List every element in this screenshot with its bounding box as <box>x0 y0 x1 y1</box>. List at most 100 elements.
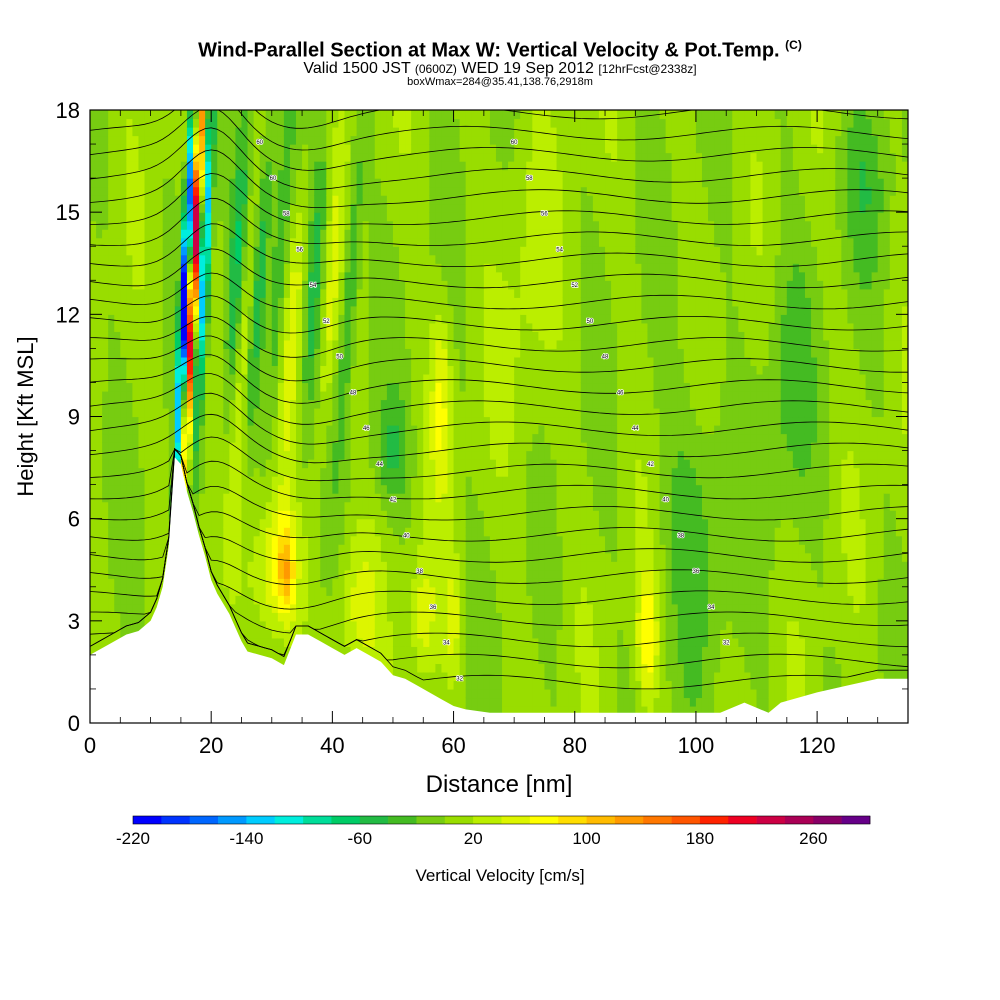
velocity-cell <box>326 493 333 503</box>
velocity-cell <box>338 527 346 537</box>
velocity-cell <box>447 612 455 622</box>
velocity-cell <box>356 518 364 528</box>
velocity-cell <box>132 263 140 273</box>
velocity-cell <box>174 331 182 341</box>
velocity-cell <box>114 237 121 247</box>
velocity-cell <box>138 229 146 239</box>
velocity-cell <box>338 280 346 290</box>
velocity-cell <box>229 476 237 486</box>
velocity-cell <box>229 263 237 273</box>
velocity-cell <box>247 331 255 341</box>
velocity-cell <box>193 263 200 273</box>
velocity-cell <box>392 161 400 171</box>
velocity-cell <box>483 263 491 273</box>
velocity-cell <box>453 152 461 162</box>
velocity-cell <box>229 578 237 588</box>
velocity-cell <box>465 263 473 273</box>
velocity-cell <box>168 433 176 443</box>
velocity-cell <box>477 416 485 426</box>
velocity-cell <box>186 161 194 171</box>
velocity-cell <box>344 322 352 332</box>
velocity-cell <box>132 195 140 205</box>
velocity-cell <box>289 246 297 256</box>
velocity-cell <box>453 390 461 401</box>
velocity-cell <box>90 246 97 256</box>
velocity-cell <box>453 586 461 596</box>
velocity-cell <box>441 680 449 690</box>
velocity-cell <box>459 399 467 409</box>
velocity-cell <box>235 459 243 469</box>
velocity-cell <box>495 365 503 375</box>
velocity-cell <box>90 271 97 281</box>
velocity-cell <box>411 152 418 162</box>
velocity-cell <box>138 459 146 469</box>
velocity-cell <box>441 637 449 647</box>
velocity-cell <box>459 518 467 528</box>
velocity-cell <box>417 399 424 409</box>
velocity-cell <box>144 561 152 571</box>
velocity-cell <box>435 110 443 120</box>
velocity-cell <box>477 178 485 188</box>
velocity-cell <box>90 229 97 239</box>
velocity-cell <box>259 535 267 545</box>
velocity-cell <box>495 705 503 716</box>
velocity-cell <box>144 450 152 460</box>
velocity-cell <box>465 203 473 213</box>
velocity-cell <box>150 382 158 392</box>
velocity-cell <box>495 152 503 162</box>
velocity-cell <box>423 518 430 528</box>
velocity-cell <box>435 348 443 358</box>
velocity-cell <box>150 348 158 358</box>
velocity-cell <box>423 161 430 171</box>
velocity-cell <box>193 322 200 332</box>
velocity-cell <box>380 305 388 315</box>
velocity-cell <box>205 356 212 367</box>
velocity-cell <box>186 229 194 239</box>
velocity-cell <box>356 254 364 264</box>
velocity-cell <box>392 135 400 145</box>
velocity-cell <box>338 586 346 596</box>
velocity-cell <box>108 178 115 188</box>
velocity-cell <box>392 629 400 639</box>
velocity-cell <box>350 544 358 554</box>
velocity-cell <box>447 603 455 613</box>
velocity-cell <box>271 493 279 503</box>
velocity-cell <box>283 586 291 596</box>
velocity-cell <box>374 510 382 520</box>
velocity-cell <box>144 501 152 511</box>
velocity-cell <box>489 705 497 716</box>
velocity-cell <box>441 407 449 418</box>
velocity-cell <box>332 144 340 154</box>
velocity-cell <box>483 578 491 588</box>
velocity-cell <box>435 118 443 128</box>
velocity-cell <box>368 229 376 239</box>
velocity-cell <box>471 501 479 511</box>
velocity-cell <box>441 425 449 435</box>
velocity-cell <box>405 246 412 256</box>
velocity-cell <box>102 195 109 205</box>
velocity-cell <box>429 629 436 639</box>
velocity-cell <box>477 373 485 384</box>
velocity-cell <box>368 442 376 452</box>
velocity-cell <box>459 288 467 298</box>
velocity-cell <box>392 484 400 494</box>
velocity-cell <box>483 365 491 375</box>
velocity-cell <box>277 595 285 605</box>
velocity-cell <box>271 501 279 511</box>
velocity-cell <box>411 637 418 647</box>
velocity-cell <box>441 442 449 452</box>
velocity-cell <box>126 263 134 273</box>
velocity-cell <box>138 493 146 503</box>
velocity-cell <box>417 433 424 443</box>
velocity-cell <box>489 561 497 571</box>
velocity-cell <box>441 569 449 579</box>
velocity-cell <box>308 246 315 256</box>
velocity-cell <box>277 186 285 196</box>
velocity-cell <box>271 331 279 341</box>
velocity-cell <box>156 467 164 477</box>
velocity-cell <box>320 118 327 128</box>
velocity-cell <box>296 569 303 579</box>
velocity-cell <box>350 442 358 452</box>
velocity-cell <box>429 680 436 690</box>
velocity-cell <box>156 356 164 367</box>
